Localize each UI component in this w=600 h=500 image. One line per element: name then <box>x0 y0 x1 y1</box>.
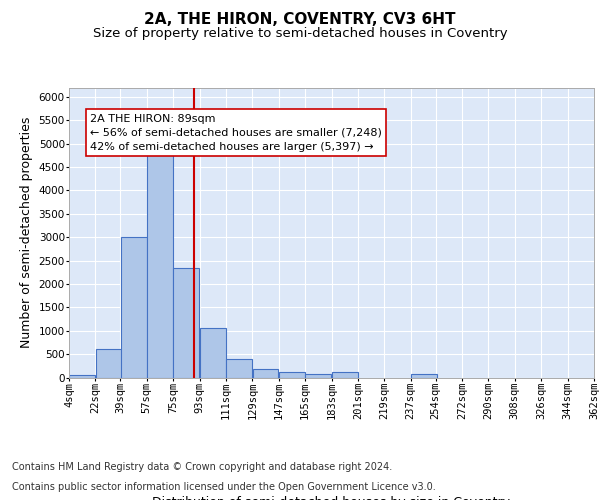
Bar <box>411 374 437 378</box>
Bar <box>95 350 122 378</box>
Bar <box>69 375 95 378</box>
Bar <box>173 268 199 378</box>
Text: 2A, THE HIRON, COVENTRY, CV3 6HT: 2A, THE HIRON, COVENTRY, CV3 6HT <box>144 12 456 28</box>
Bar <box>226 359 252 378</box>
Text: Contains public sector information licensed under the Open Government Licence v3: Contains public sector information licen… <box>12 482 436 492</box>
Bar <box>200 328 226 378</box>
Text: Contains HM Land Registry data © Crown copyright and database right 2024.: Contains HM Land Registry data © Crown c… <box>12 462 392 472</box>
Text: Size of property relative to semi-detached houses in Coventry: Size of property relative to semi-detach… <box>92 28 508 40</box>
Bar <box>305 374 331 378</box>
X-axis label: Distribution of semi-detached houses by size in Coventry: Distribution of semi-detached houses by … <box>152 496 511 500</box>
Bar <box>332 372 358 378</box>
Bar <box>121 237 146 378</box>
Bar <box>147 146 173 378</box>
Y-axis label: Number of semi-detached properties: Number of semi-detached properties <box>20 117 33 348</box>
Bar <box>279 372 305 378</box>
Bar <box>253 370 278 378</box>
Text: 2A THE HIRON: 89sqm
← 56% of semi-detached houses are smaller (7,248)
42% of sem: 2A THE HIRON: 89sqm ← 56% of semi-detach… <box>90 114 382 152</box>
